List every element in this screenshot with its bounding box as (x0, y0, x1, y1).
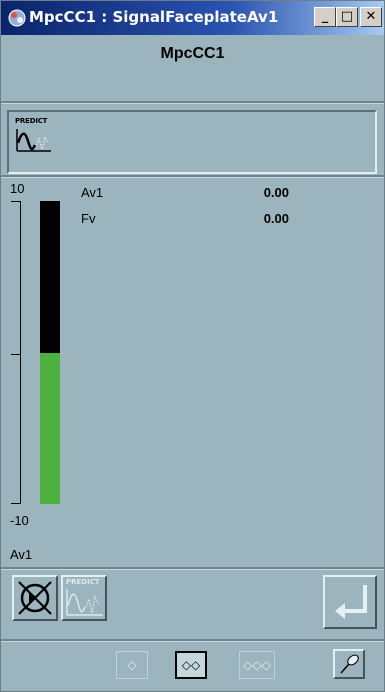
signal-value-fv: 0.00 (263, 211, 289, 226)
predict-graph-icon (66, 589, 103, 616)
signal-name-av1: Av1 (81, 185, 104, 200)
nav-level-two-button[interactable]: ◇◇ (175, 651, 207, 679)
signal-bar-fill (40, 352, 60, 504)
pin-button[interactable] (333, 649, 365, 679)
enter-return-icon (335, 585, 367, 619)
minimize-button[interactable]: _ (314, 7, 336, 27)
predict-panel: PREDICT (7, 110, 377, 174)
divider (1, 639, 384, 642)
scale-bracket (11, 201, 21, 504)
predict-graph-icon (16, 129, 51, 152)
predict-toolbar-label: PREDICT (66, 578, 100, 586)
restore-button[interactable]: □ (336, 7, 358, 27)
app-icon (7, 8, 27, 28)
bar-label: Av1 (10, 547, 33, 562)
mode-button[interactable] (12, 575, 58, 621)
window-title: MpcCC1 : SignalFaceplateAv1 (29, 8, 279, 26)
divider (1, 175, 384, 178)
pin-icon (340, 654, 359, 674)
double-diamond-icon: ◇◇ (181, 658, 201, 672)
signal-value-av1: 0.00 (263, 185, 289, 200)
signal-name-fv: Fv (81, 211, 96, 226)
signal-bar (40, 201, 60, 504)
diamond-icon: ◇ (127, 658, 137, 672)
divider (1, 567, 384, 570)
minimize-icon: _ (321, 9, 329, 24)
restore-icon: □ (340, 9, 354, 24)
title-bar[interactable]: MpcCC1 : SignalFaceplateAv1 _ □ ✕ (1, 1, 384, 35)
close-button[interactable]: ✕ (360, 7, 382, 27)
enter-button[interactable] (323, 575, 377, 629)
scale-min-label: -10 (10, 513, 29, 528)
triple-diamond-icon: ◇◇◇ (243, 658, 271, 672)
divider (1, 101, 384, 104)
predict-label: PREDICT (15, 117, 48, 125)
scale-max-label: 10 (10, 181, 25, 196)
nav-level-one-button[interactable]: ◇ (116, 651, 148, 679)
scale-mid-tick (11, 354, 21, 355)
predict-toolbar-button[interactable]: PREDICT (61, 575, 107, 621)
no-target-icon (18, 581, 52, 615)
predict-button[interactable]: PREDICT (15, 117, 51, 161)
faceplate-name: MpcCC1 (160, 45, 225, 62)
nav-level-three-button[interactable]: ◇◇◇ (239, 651, 275, 679)
close-icon: ✕ (365, 9, 377, 24)
